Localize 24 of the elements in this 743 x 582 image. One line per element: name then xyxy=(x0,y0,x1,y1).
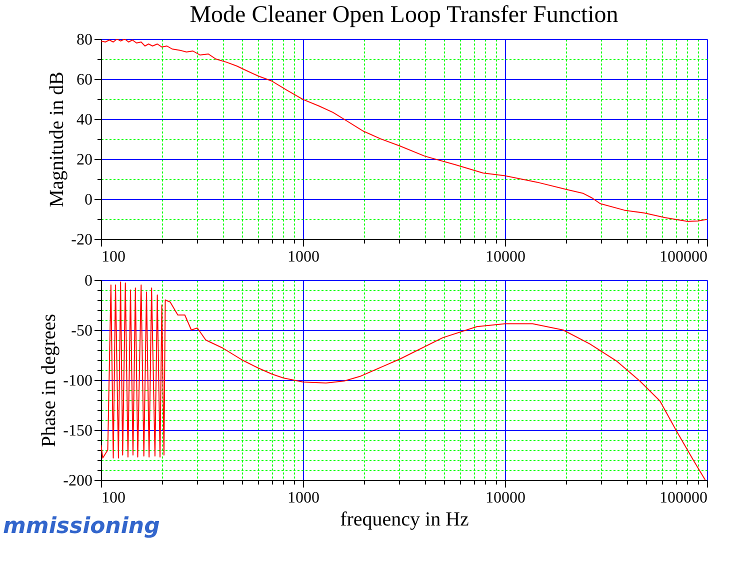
text: mmissioning xyxy=(3,514,160,539)
x-tick-label: 10000 xyxy=(486,490,526,506)
y-tick-label: 0 xyxy=(84,272,92,290)
y-tick-label: -100 xyxy=(63,372,92,390)
y-tick-label: -200 xyxy=(63,472,92,490)
x-tick-label: 100000 xyxy=(660,248,708,266)
x-tick-label: 1000 xyxy=(288,490,320,506)
y-tick-label: -50 xyxy=(71,322,92,340)
y-tick-label: -20 xyxy=(71,232,92,248)
x-tick-label: 100 xyxy=(102,248,126,266)
y-tick-label: 40 xyxy=(76,112,92,128)
y-tick-label: 80 xyxy=(76,32,92,48)
y-axis-title: Magnitude in dB xyxy=(46,72,68,208)
x-tick-label: 100000 xyxy=(660,490,708,506)
y-axis-title: Phase in degrees xyxy=(38,314,60,448)
chart-title: Mode Cleaner Open Loop Transfer Function xyxy=(190,2,618,28)
y-tick-label: -150 xyxy=(63,422,92,440)
y-tick-label: 20 xyxy=(76,152,92,168)
x-tick-label: 10000 xyxy=(486,248,526,266)
y-tick-label: 0 xyxy=(84,192,92,208)
x-axis-title: frequency in Hz xyxy=(340,508,470,530)
x-tick-label: 100 xyxy=(102,490,126,506)
x-tick-label: 1000 xyxy=(288,248,320,266)
y-tick-label: 60 xyxy=(76,72,92,88)
